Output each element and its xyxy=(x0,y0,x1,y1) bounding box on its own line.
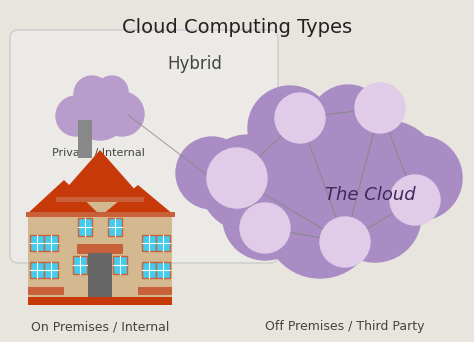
FancyBboxPatch shape xyxy=(30,235,44,251)
Circle shape xyxy=(355,83,405,133)
Circle shape xyxy=(320,217,370,267)
Circle shape xyxy=(56,96,96,136)
Circle shape xyxy=(265,168,375,278)
FancyBboxPatch shape xyxy=(138,215,172,297)
Circle shape xyxy=(207,148,267,208)
Circle shape xyxy=(275,93,325,143)
FancyBboxPatch shape xyxy=(56,197,144,202)
FancyBboxPatch shape xyxy=(142,235,156,251)
Polygon shape xyxy=(102,185,174,215)
FancyBboxPatch shape xyxy=(44,235,58,251)
FancyBboxPatch shape xyxy=(156,262,170,278)
FancyBboxPatch shape xyxy=(100,212,175,217)
Circle shape xyxy=(329,170,421,262)
Circle shape xyxy=(223,176,307,260)
Text: Public /
External: Public / External xyxy=(215,167,259,189)
FancyBboxPatch shape xyxy=(113,256,127,274)
FancyBboxPatch shape xyxy=(77,244,123,254)
Text: Cloud Computing Types: Cloud Computing Types xyxy=(122,18,352,37)
Circle shape xyxy=(378,136,462,220)
Circle shape xyxy=(176,137,248,209)
FancyBboxPatch shape xyxy=(78,120,92,158)
Circle shape xyxy=(100,92,144,136)
Text: The Cloud: The Cloud xyxy=(325,186,415,204)
Polygon shape xyxy=(56,150,144,200)
Text: Off Premises / Third Party: Off Premises / Third Party xyxy=(265,320,425,333)
Circle shape xyxy=(310,85,386,161)
Circle shape xyxy=(200,135,296,231)
Circle shape xyxy=(258,116,382,240)
FancyBboxPatch shape xyxy=(88,253,112,297)
FancyBboxPatch shape xyxy=(44,262,58,278)
Text: On Premises / Internal: On Premises / Internal xyxy=(31,320,169,333)
Polygon shape xyxy=(26,180,100,215)
Text: Hybrid: Hybrid xyxy=(168,55,222,73)
Circle shape xyxy=(96,76,128,108)
FancyBboxPatch shape xyxy=(62,200,138,297)
Circle shape xyxy=(72,84,128,140)
FancyBboxPatch shape xyxy=(156,235,170,251)
FancyBboxPatch shape xyxy=(73,256,87,274)
FancyBboxPatch shape xyxy=(142,262,156,278)
Circle shape xyxy=(248,86,332,170)
Text: Private / Internal: Private / Internal xyxy=(52,148,145,158)
FancyBboxPatch shape xyxy=(28,287,64,295)
FancyBboxPatch shape xyxy=(108,218,122,236)
FancyBboxPatch shape xyxy=(26,212,102,217)
Circle shape xyxy=(74,76,110,112)
FancyBboxPatch shape xyxy=(28,297,172,305)
FancyBboxPatch shape xyxy=(30,262,44,278)
Circle shape xyxy=(390,175,440,225)
Circle shape xyxy=(240,203,290,253)
FancyBboxPatch shape xyxy=(28,215,64,297)
FancyBboxPatch shape xyxy=(78,218,92,236)
Circle shape xyxy=(336,121,440,225)
FancyBboxPatch shape xyxy=(10,30,278,263)
FancyBboxPatch shape xyxy=(138,287,172,295)
